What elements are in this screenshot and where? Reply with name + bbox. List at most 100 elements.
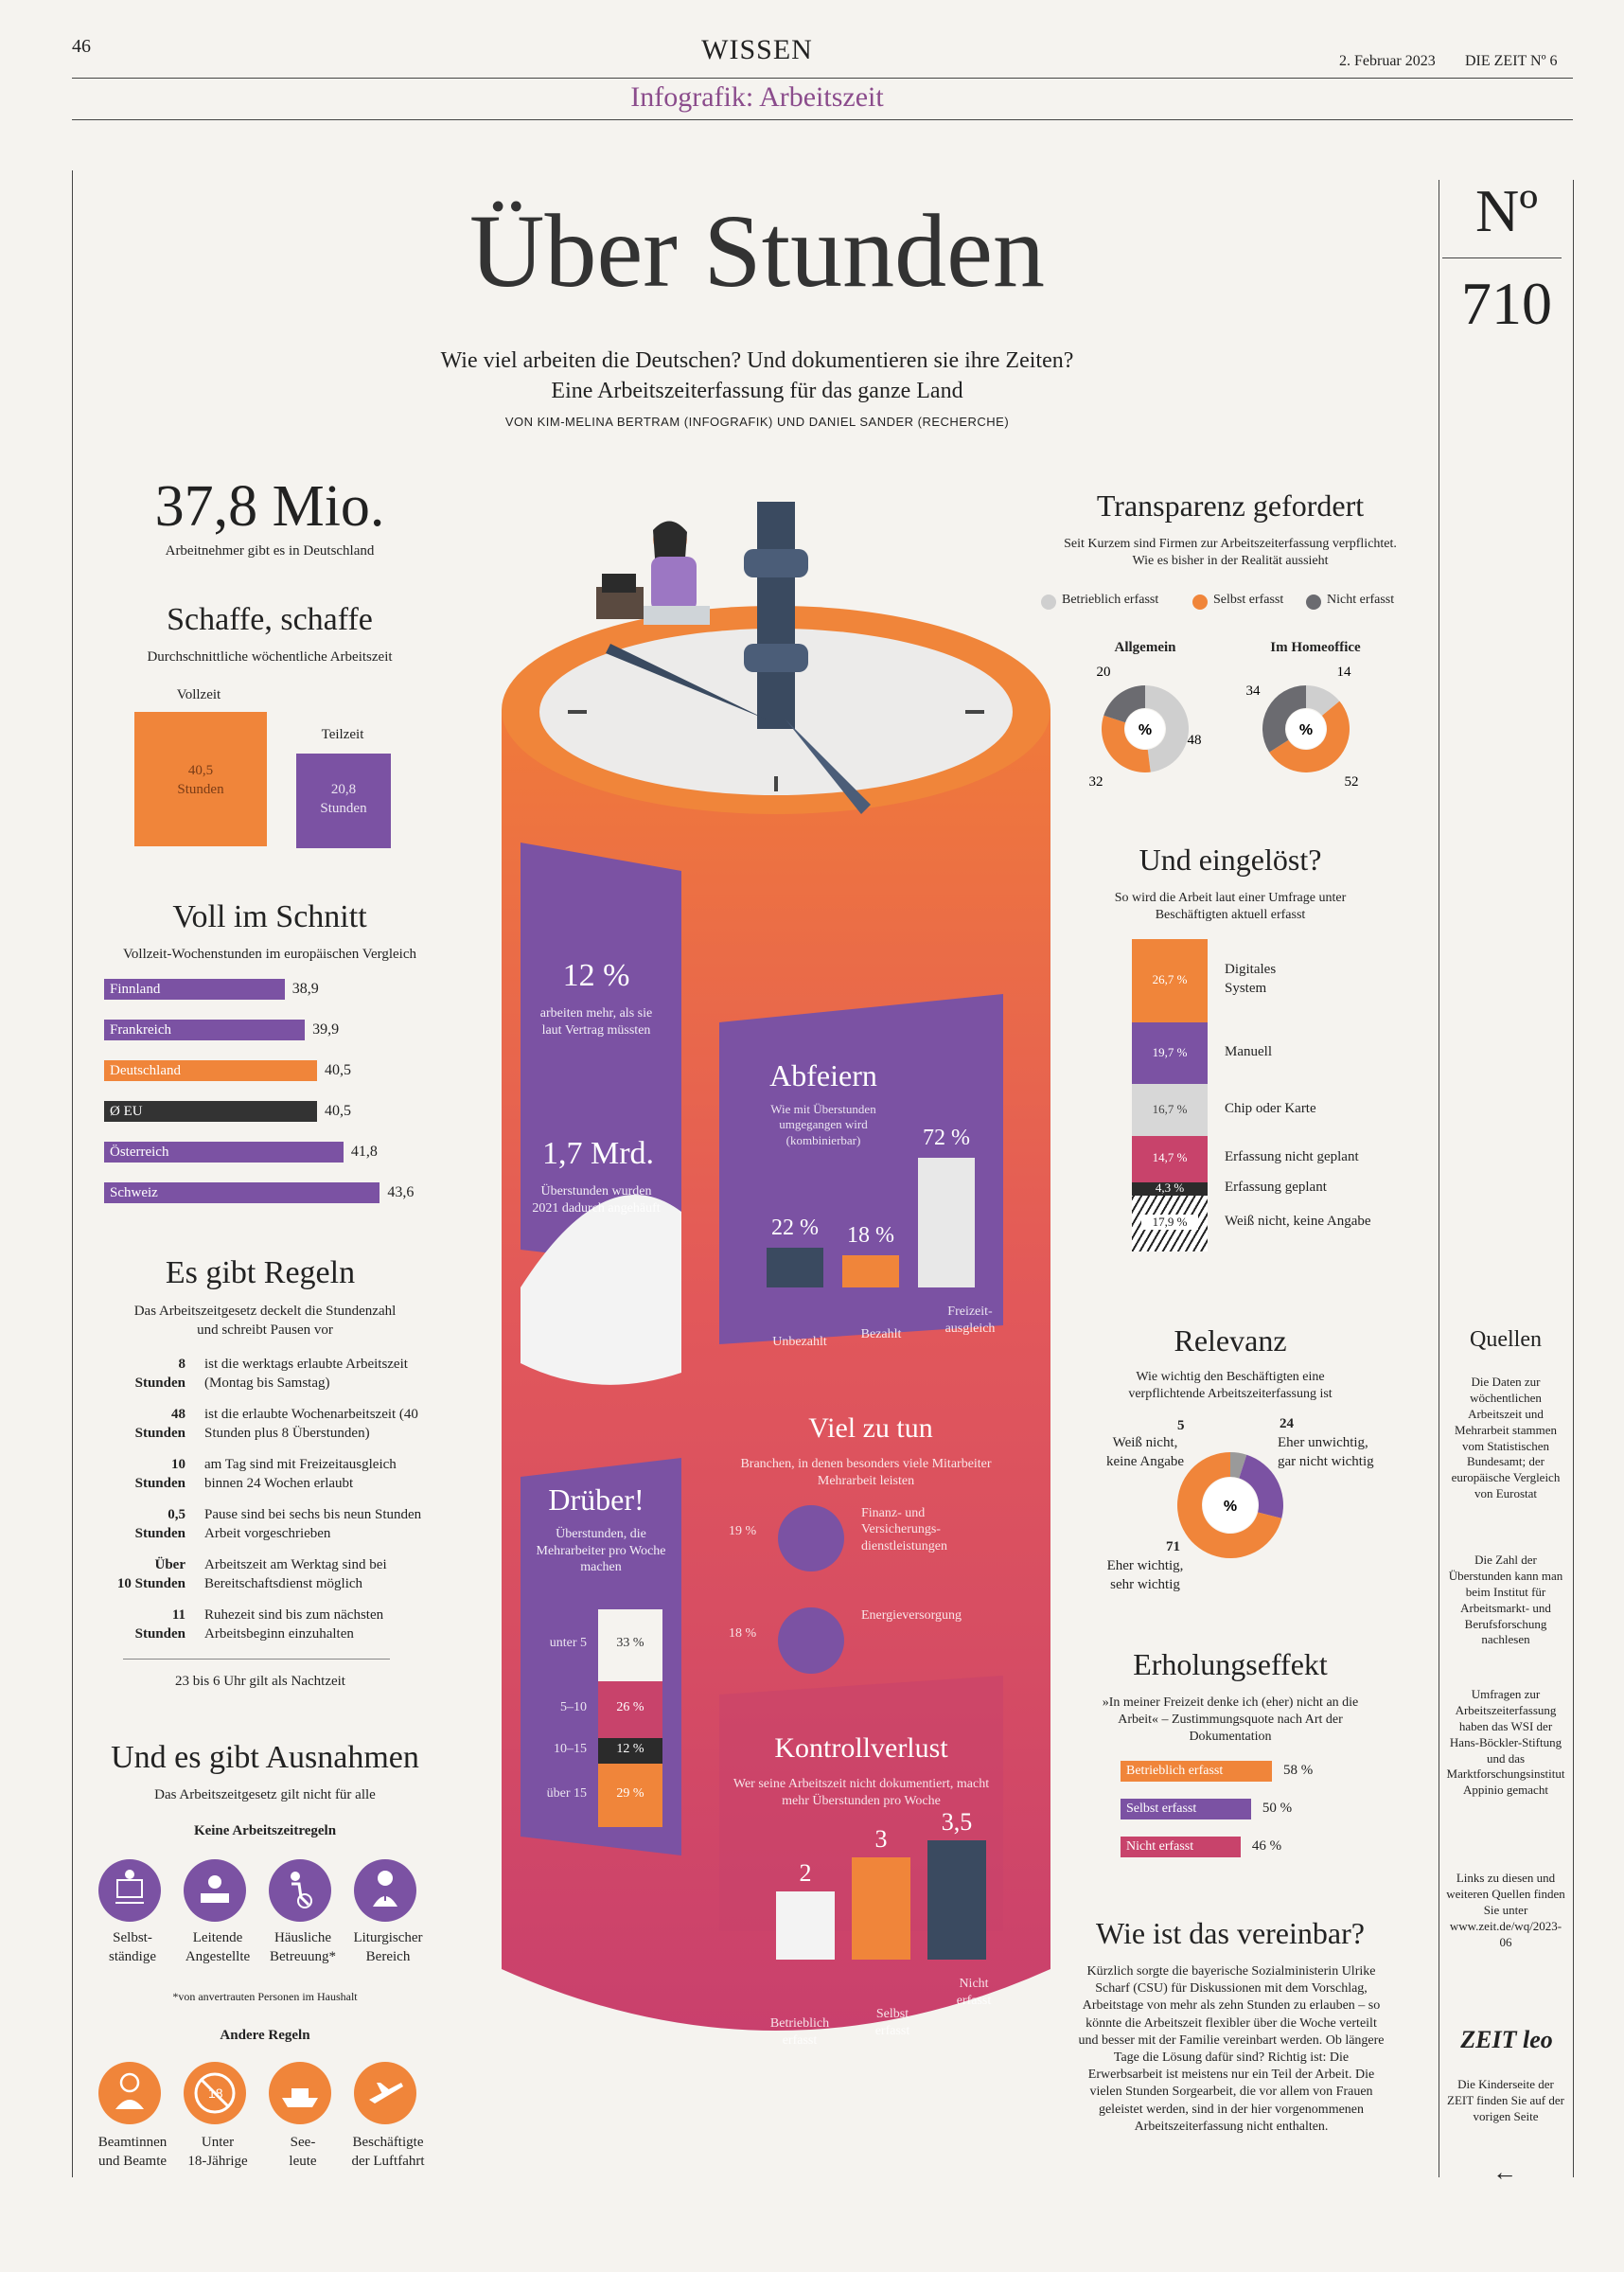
drueber-chart: unter 5 33 % 5–10 26 % 10–15 12 % über 15 29 %: [530, 1609, 681, 1855]
eingeloest-chart: 26,7 % Digitales System 19,7 % Manuell 16,7 %…: [1132, 939, 1435, 1270]
relevanz-center: [1203, 1478, 1258, 1533]
regel-unit: Stunden: [134, 1526, 185, 1541]
worker-illustration: [596, 521, 710, 625]
relevanz-slice: [1230, 1452, 1247, 1479]
employees-caption: Arbeitnehmer gibt es in Deutschland: [165, 543, 375, 559]
quellen-link[interactable]: Links zu diesen und weiteren Quellen fin…: [1446, 1871, 1565, 1949]
keine-label-2: ständige: [109, 1949, 156, 1964]
relevanz-center-label: %: [1224, 1499, 1237, 1515]
donut-value-label: 20: [1097, 665, 1111, 680]
viel-text: Branchen, in denen besonders viele Mitar…: [740, 1457, 992, 1488]
drueber-segment: [598, 1680, 662, 1738]
regel-number: 8: [178, 1357, 186, 1372]
schnitt-bar: Schweiz: [104, 1182, 380, 1203]
schnitt-bar: Deutschland: [104, 1060, 317, 1081]
eingeloest-label: Erfassung geplant: [1225, 1179, 1327, 1195]
kontroll-value: 3: [874, 1825, 888, 1853]
abfeiern-value: 18 %: [847, 1222, 894, 1248]
transparenz-title: Transparenz gefordert: [1096, 488, 1365, 523]
keine-label-1: Selbst-: [113, 1930, 152, 1945]
newspaper-name: DIE ZEIT Nº 6: [1465, 53, 1558, 69]
quellen-title: Quellen: [1470, 1327, 1542, 1352]
regel-unit: Stunden: [134, 1426, 185, 1441]
andere-label-1: Unter: [201, 2135, 235, 2150]
pct-12: 12 %: [562, 958, 630, 993]
cat-unbezahlt: Unbezahlt: [772, 1335, 827, 1349]
abfeiern-value: 72 %: [923, 1126, 970, 1151]
erholung-caption: »In meiner Freizeit denke ich (eher) nic…: [1102, 1695, 1359, 1745]
eingeloest-caption: So wird die Arbeit laut einer Umfrage un…: [1114, 891, 1347, 923]
abfeiern-bar: [842, 1254, 899, 1287]
regeln-list: 8 Stunden ist die werktags erlaubte Arbeit…: [104, 1356, 426, 1659]
issue-number: 710: [1461, 270, 1552, 337]
regel-number: 48: [171, 1407, 185, 1422]
issue-rule: [1442, 257, 1562, 258]
kontroll-title: Kontrollverlust: [774, 1732, 948, 1764]
regeln-caption: Das Arbeitszeitgesetz deckelt die Stunde…: [133, 1304, 397, 1338]
legend-dot: [1306, 595, 1321, 610]
night-note: 23 bis 6 Uhr gilt als Nachtzeit: [175, 1674, 345, 1689]
quellen-p1: Die Daten zur wöchentlichen Arbeitszeit …: [1451, 1375, 1561, 1501]
donut-center: [1286, 709, 1326, 749]
kontroll-value: 3,5: [941, 1808, 973, 1836]
eingeloest-value: 16,7 %: [1152, 1101, 1188, 1116]
transparenz-slice: [1102, 715, 1151, 772]
ausnahmen-title: Und es gibt Ausnahmen: [111, 1740, 419, 1775]
regel-text: am Tag sind mit Freizeitausgleich binnen…: [204, 1457, 397, 1491]
eingeloest-segment: [1132, 1136, 1208, 1182]
regel-number: Über: [154, 1557, 186, 1572]
factory-icon: [778, 1607, 844, 1674]
subtitle-line-2: Eine Arbeitszeiterfassung für das ganze …: [551, 379, 963, 403]
schaffe-title: Schaffe, schaffe: [167, 602, 373, 637]
eingeloest-title: Und eingelöst?: [1139, 843, 1322, 877]
eingeloest-segment: [1132, 939, 1208, 1023]
schnitt-bar: Frankreich: [104, 1020, 306, 1040]
eingeloest-label-2: System: [1225, 981, 1267, 997]
schnitt-bar-value: 43,6: [387, 1184, 415, 1200]
viel-label-2: Versicherungs-: [861, 1522, 941, 1536]
eingeloest-segment: [1132, 1084, 1208, 1137]
vereinbar-title: Wie ist das vereinbar?: [1096, 1916, 1365, 1950]
erholung-value: 58 %: [1283, 1763, 1314, 1778]
relevanz-v71: 71: [1166, 1539, 1180, 1554]
donut-value-label: 32: [1089, 774, 1103, 790]
keine-title: Keine Arbeitszeitregeln: [193, 1823, 337, 1838]
drueber-segment: [598, 1737, 662, 1765]
regel-text: ist die werktags erlaubte Arbeitszeit (M…: [204, 1357, 408, 1391]
issue-no-label: Nº: [1474, 177, 1539, 244]
kontroll-text: Wer seine Arbeitszeit nicht dokumentiert…: [733, 1777, 990, 1808]
vollzeit-unit: Stunden: [177, 782, 224, 797]
relevanz-l24b: gar nicht wichtig: [1278, 1454, 1374, 1469]
arrow-left-icon[interactable]: ←: [1492, 2158, 1517, 2186]
erholung-value: 46 %: [1251, 1838, 1282, 1854]
keine-label-2: Angestellte: [185, 1949, 251, 1964]
kontroll-value: 2: [799, 1859, 812, 1887]
quellen-p2: Die Zahl der Überstunden kann man beim I…: [1448, 1553, 1563, 1647]
viel-pct: 18 %: [729, 1626, 757, 1641]
beamte-icon: [98, 2062, 161, 2124]
abfeiern-chart: 22 % 18 % 72 %: [748, 1070, 994, 1306]
drueber-value: 29 %: [616, 1785, 644, 1801]
header-rule: [72, 78, 1573, 79]
andere-label-2: 18-Jährige: [187, 2154, 248, 2169]
eingeloest-value: 14,7 %: [1152, 1150, 1188, 1165]
pct-12-text: arbeiten mehr, als sie laut Vertrag müss…: [539, 1006, 653, 1038]
schnitt-caption: Vollzeit-Wochenstunden im europäischen V…: [123, 947, 416, 962]
teilzeit-value: 20,8: [330, 782, 357, 797]
schnitt-bar-chart: Finnland 38,9 Frankreich 39,9 Deutschland 40,…: [104, 975, 445, 1212]
drueber-title: Drüber!: [548, 1482, 644, 1517]
subheader-rule: [72, 119, 1573, 120]
viel-label-3: dienstleistungen: [861, 1539, 947, 1553]
donut-center-label: %: [1139, 722, 1152, 738]
schnitt-bar: Österreich: [104, 1142, 344, 1163]
teilzeit-label: Teilzeit: [321, 727, 364, 742]
regel-unit: Stunden: [134, 1626, 185, 1642]
eingeloest-segment: [1132, 1022, 1208, 1085]
relevanz-l71a: Eher wichtig,: [1106, 1558, 1184, 1573]
transparenz-legend: Betrieblich erfasst Selbst erfasst Nicht e…: [1041, 591, 1439, 613]
abfeiern-value: 22 %: [771, 1216, 819, 1241]
subtitle-line-1: Wie viel arbeiten die Deutschen? Und dok…: [440, 348, 1074, 373]
mrd-value: 1,7 Mrd.: [541, 1136, 655, 1171]
legend-dot: [1192, 595, 1208, 610]
kontroll-chart: 2 3 3,5: [757, 1808, 986, 1960]
